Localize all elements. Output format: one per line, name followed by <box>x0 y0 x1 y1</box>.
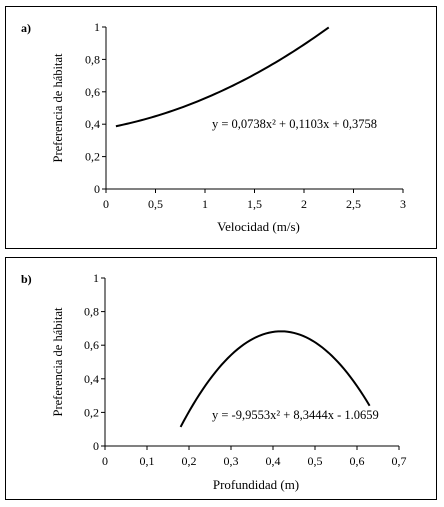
chart-b-x-tick-label: 0,1 <box>140 454 155 468</box>
chart-a-svg: 0 0,5 1 1,5 2 2,5 3 0 0,2 0,4 0,6 0,8 1 y = 0,0738x² … <box>51 20 406 234</box>
chart-a-x-tick-label: 0 <box>103 197 109 211</box>
chart-b-y-tick-label: 1 <box>93 271 99 285</box>
chart-a-y-tick-label: 0,4 <box>85 117 100 131</box>
chart-b-y-label: Preferencia de hábitat <box>51 307 65 416</box>
chart-b-x-tick-label: 0 <box>102 454 108 468</box>
panel-label-a: a) <box>21 21 31 35</box>
chart-b-y-tick-label: 0,8 <box>84 305 99 319</box>
chart-a-y-tick-label: 0,6 <box>85 85 100 99</box>
chart-b-equation: y = -9,9553x² + 8,3444x - 1.0659 <box>212 408 379 422</box>
chart-b-x-label: Profundidad (m) <box>213 477 299 492</box>
chart-a-x-tick-label: 1,5 <box>247 197 262 211</box>
chart-b-x-tick-label: 0,3 <box>224 454 239 468</box>
chart-a-y-tick-label: 0,2 <box>85 150 100 164</box>
chart-a-y-label: Preferencia de hábitat <box>51 53 65 162</box>
chart-panel-a: a) 0 0,5 1 1,5 2 2,5 3 0 0,2 0,4 0,6 0,8 1 y = 0,0738… <box>5 6 437 249</box>
chart-a-x-label: Velocidad (m/s) <box>217 219 300 234</box>
panel-label-b: b) <box>21 272 32 286</box>
chart-a-y-tick-label: 1 <box>94 20 100 34</box>
chart-b-x-tick-label: 0,5 <box>308 454 323 468</box>
chart-b-x-tick-label: 0,6 <box>350 454 365 468</box>
chart-a-x-tick-label: 1 <box>202 197 208 211</box>
chart-a-x-tick-label: 3 <box>400 197 406 211</box>
chart-a-x-tick-label: 0,5 <box>148 197 163 211</box>
chart-a-equation: y = 0,0738x² + 0,1103x + 0,3758 <box>212 117 377 131</box>
chart-b-y-tick-label: 0,6 <box>84 338 99 352</box>
chart-b-series-line <box>179 330 371 428</box>
chart-b-y-tick-label: 0 <box>93 439 99 453</box>
chart-a-y-tick-label: 0,8 <box>85 52 100 66</box>
chart-a-x-tick-label: 2 <box>301 197 307 211</box>
chart-panel-b: b) 0 0,1 0,2 0,3 0,4 0,5 0,6 0,7 0 0,2 0,4 0,6 0,8 1 y… <box>5 257 437 500</box>
chart-a-y-tick-label: 0 <box>94 182 100 196</box>
chart-b-y-tick-label: 0,2 <box>84 405 99 419</box>
chart-a-series-line <box>115 26 330 128</box>
chart-b-x-tick-label: 0,4 <box>266 454 281 468</box>
chart-b-svg: 0 0,1 0,2 0,3 0,4 0,5 0,6 0,7 0 0,2 0,4 0,6 0,8 1 y = … <box>51 271 407 492</box>
chart-b-x-tick-label: 0,7 <box>392 454 407 468</box>
chart-b-x-tick-label: 0,2 <box>182 454 197 468</box>
chart-b-y-tick-label: 0,4 <box>84 372 99 386</box>
chart-a-x-tick-label: 2,5 <box>346 197 361 211</box>
